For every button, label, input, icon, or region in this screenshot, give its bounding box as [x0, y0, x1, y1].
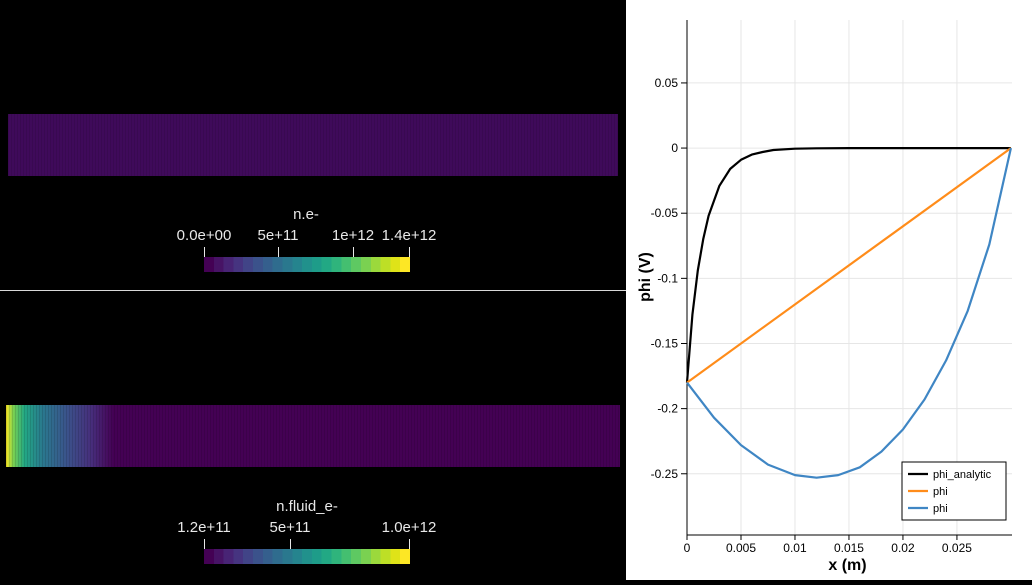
bottom-colorbar-tick-label: 1.2e+11	[177, 519, 231, 536]
top-colorbar-tick	[353, 247, 354, 257]
y-tick-label: -0.1	[657, 271, 678, 285]
top-colorbar-tick-label: 1.4e+12	[381, 227, 437, 244]
series-line-phi-analytic	[685, 147, 1011, 383]
line-chart-panel: 0.05 0 -0.05 -0.1 -0.15 -0.2 -0.25 0 0.005 0.01 0.…	[626, 0, 1032, 580]
legend-entry-label: phi	[933, 503, 948, 515]
top-colorbar-tick	[409, 247, 410, 257]
bottom-colorbar-tick	[290, 539, 291, 549]
tick-labels: 0.05 0 -0.05 -0.1 -0.15 -0.2 -0.25 0 0.005 0.01 0.…	[637, 76, 972, 574]
y-tick-label: -0.2	[657, 402, 678, 416]
top-field-plot[interactable]	[8, 114, 618, 176]
series-group	[685, 147, 1012, 479]
y-tick-label: 0	[671, 141, 678, 155]
bottom-field-plot[interactable]	[6, 405, 620, 467]
top-colorbar-tick-label: 1e+12	[331, 227, 375, 244]
y-tick-label: -0.05	[651, 206, 679, 220]
x-tick-label: 0.01	[783, 541, 807, 555]
series-line-phi-orange	[686, 147, 1012, 384]
bottom-colorbar-tick	[204, 539, 205, 549]
top-colorbar	[204, 257, 410, 272]
top-colorbar-tick-label: 5e+11	[257, 227, 299, 244]
bottom-colorbar-title: n.fluid_e-	[276, 498, 338, 515]
y-tick-label: -0.15	[651, 336, 679, 350]
y-tick-label: 0.05	[655, 76, 679, 90]
top-colorbar-tick	[278, 247, 279, 257]
bottom-colorbar-tick	[409, 539, 410, 549]
series-line-phi-blue	[686, 147, 1012, 479]
render-views-panel: n.e- 0.0e+00 5e+11 1e+12 1.4e+12 n.fluid…	[0, 114, 626, 564]
y-axis-label: phi (V)	[637, 252, 654, 302]
legend-entry-label: phi	[933, 486, 948, 498]
x-tick-label: 0	[684, 541, 691, 555]
top-colorbar-tick	[204, 247, 205, 257]
axes	[681, 20, 1012, 540]
bottom-colorbar-tick-label: 5e+11	[269, 519, 311, 536]
phi-line-chart[interactable]: 0.05 0 -0.05 -0.1 -0.15 -0.2 -0.25 0 0.005 0.01 0.…	[626, 0, 1032, 580]
bottom-colorbar-tick-label: 1.0e+12	[381, 519, 437, 536]
legend-entry-label: phi_analytic	[933, 469, 992, 481]
top-colorbar-tick-label: 0.0e+00	[176, 227, 232, 244]
x-tick-label: 0.005	[726, 541, 756, 555]
x-tick-label: 0.015	[834, 541, 864, 555]
y-tick-label: -0.25	[651, 467, 679, 481]
x-axis-label: x (m)	[828, 557, 866, 574]
x-tick-label: 0.025	[942, 541, 972, 555]
x-tick-label: 0.02	[891, 541, 915, 555]
top-colorbar-title: n.e-	[293, 206, 319, 223]
grid	[686, 20, 1012, 535]
bottom-colorbar	[204, 549, 410, 564]
view-divider	[0, 290, 626, 291]
